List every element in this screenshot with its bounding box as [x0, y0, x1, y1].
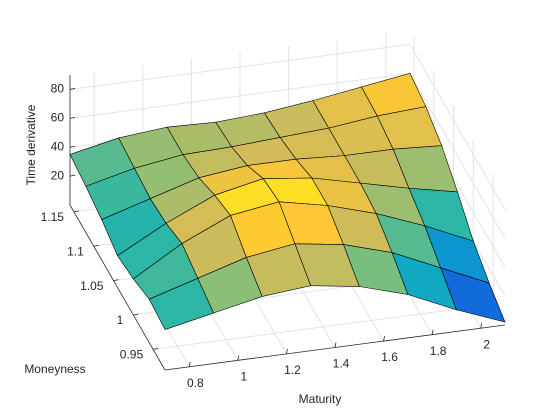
z-tick-label: 20 [51, 168, 65, 182]
x-axis-label: Maturity [299, 392, 342, 406]
y-axis-label: Moneyness [24, 362, 85, 376]
y-tick [73, 210, 80, 213]
x-tick-label: 1.8 [430, 344, 447, 358]
z-tick [69, 174, 76, 177]
z-tick [69, 145, 76, 148]
labels: 0.8 1 1.2 1.4 1.6 1.8 2 0.95 1 1.05 1.1 1.15 20 40 60 8… [41, 82, 491, 390]
y-tick [153, 347, 159, 350]
x-tick [237, 355, 240, 361]
z-tick [69, 116, 76, 119]
x-tick-label: 1.4 [333, 357, 350, 371]
y-tick-label: 0.95 [120, 348, 144, 362]
y-axis-line [69, 204, 166, 371]
z-tick-label: 80 [51, 82, 65, 96]
surface-face [148, 277, 214, 330]
y-tick-label: 1.05 [80, 279, 104, 293]
x-tick [383, 335, 385, 342]
z-axis-label: Time derivative [24, 104, 38, 185]
x-tick [480, 323, 483, 329]
grid-line [409, 73, 506, 239]
x-tick-label: 1.6 [381, 350, 398, 364]
y-tick [133, 313, 139, 316]
x-tick-label: 1.2 [284, 363, 301, 377]
y-tick-label: 1.1 [67, 244, 84, 258]
surface [69, 72, 506, 330]
x-tick [188, 361, 191, 367]
x-tick-label: 2 [483, 337, 490, 351]
x-tick-label: 1 [241, 370, 248, 384]
x-tick [286, 348, 288, 355]
y-tick-label: 1 [117, 313, 124, 327]
x-tick [334, 342, 337, 348]
y-tick [93, 244, 99, 247]
z-tick-label: 40 [51, 139, 65, 153]
y-tick [113, 279, 119, 282]
x-tick-label: 0.8 [187, 376, 204, 390]
z-tick-label: 60 [51, 111, 65, 125]
x-tick [431, 329, 434, 335]
grid-line [409, 44, 506, 210]
y-tick-label: 1.15 [41, 210, 65, 224]
z-tick [69, 88, 76, 90]
grid-line [153, 303, 494, 350]
